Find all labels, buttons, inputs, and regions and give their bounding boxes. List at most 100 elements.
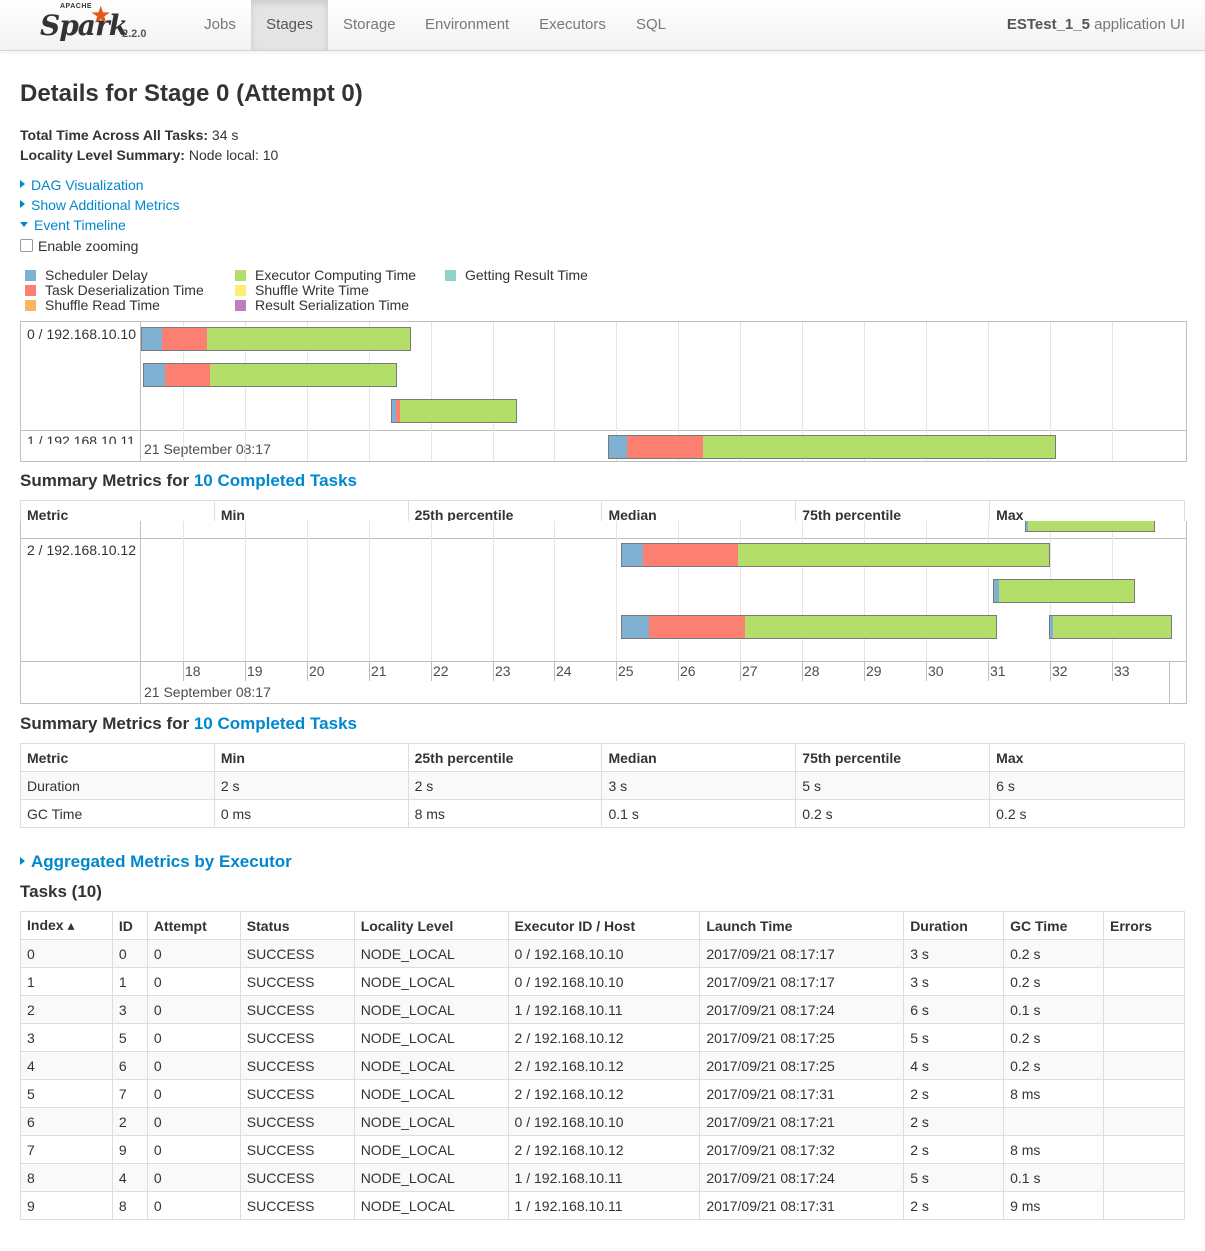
task-phase-segment	[999, 580, 1134, 602]
summary-title-text: Summary Metrics for	[20, 714, 194, 733]
task-cell: 6	[20, 1107, 113, 1136]
col-median[interactable]: Median	[601, 743, 797, 772]
axis-tick-label: 25	[618, 663, 634, 679]
task-cell: 9	[20, 1191, 113, 1220]
task-bar[interactable]	[143, 363, 397, 387]
tab-stages[interactable]: Stages	[251, 0, 328, 50]
task-cell: 0	[146, 995, 241, 1024]
task-bar[interactable]	[141, 327, 411, 351]
table-cell: 0.1 s	[601, 799, 797, 828]
task-phase-segment	[392, 400, 396, 422]
total-time-summary: Total Time Across All Tasks: 34 s	[20, 127, 238, 143]
task-cell: 2017/09/21 08:17:24	[699, 1163, 905, 1192]
col-min[interactable]: Min	[213, 743, 409, 772]
task-phase-segment	[738, 544, 1049, 566]
tab-sql[interactable]: SQL	[636, 16, 667, 33]
axis-tick	[926, 661, 927, 681]
col-75th[interactable]: 75th percentile	[795, 743, 991, 772]
completed-tasks-link[interactable]: 10 Completed Tasks	[193, 471, 357, 490]
tab-executors[interactable]: Executors	[539, 16, 606, 33]
task-row: 2 3 0 SUCCESS NODE_LOCAL 1 / 192.168.10.11 201…	[20, 995, 1185, 1024]
task-phase-segment	[703, 436, 1055, 458]
aggregated-metrics-toggle[interactable]: Aggregated Metrics by Executor	[20, 852, 292, 872]
tab-storage[interactable]: Storage	[343, 16, 396, 33]
legend-label: Shuffle Read Time	[45, 297, 160, 313]
col-locality[interactable]: Locality Level	[353, 911, 509, 940]
dag-visualization-toggle[interactable]: DAG Visualization	[20, 177, 144, 193]
col-index[interactable]: Index ▴	[20, 911, 113, 940]
col-max[interactable]: Max	[989, 743, 1185, 772]
legend-swatch	[445, 270, 456, 281]
task-cell: 2 / 192.168.10.12	[507, 1079, 701, 1108]
task-cell: NODE_LOCAL	[353, 939, 509, 968]
task-bar[interactable]	[608, 435, 1056, 459]
task-bar[interactable]	[621, 615, 997, 639]
completed-tasks-link[interactable]: 10 Completed Tasks	[193, 714, 357, 733]
axis-tick-label: 24	[556, 663, 572, 679]
tasks-table: Index ▴ ID Attempt Status Locality Level…	[20, 911, 1185, 1220]
timeline-gridline	[493, 322, 494, 461]
col-launch-time[interactable]: Launch Time	[699, 911, 905, 940]
legend-swatch	[235, 285, 246, 296]
timeline-gridline	[245, 521, 246, 661]
task-cell: 2 / 192.168.10.12	[507, 1135, 701, 1164]
task-row: 6 2 0 SUCCESS NODE_LOCAL 0 / 192.168.10.10 201…	[20, 1107, 1185, 1136]
task-cell: 9 ms	[1003, 1191, 1104, 1220]
col-errors[interactable]: Errors	[1103, 911, 1185, 940]
col-gc-time[interactable]: GC Time	[1003, 911, 1104, 940]
timeline-gridline	[245, 322, 246, 461]
axis-tick	[245, 661, 246, 681]
axis-tick-label: 31	[990, 663, 1006, 679]
task-bar[interactable]	[391, 399, 517, 423]
col-executor-host[interactable]: Executor ID / Host	[507, 911, 701, 940]
task-cell: 2017/09/21 08:17:24	[699, 995, 905, 1024]
task-cell: 0	[146, 1163, 241, 1192]
dag-label: DAG Visualization	[31, 177, 144, 193]
table-cell: 3 s	[601, 771, 797, 800]
task-cell: SUCCESS	[239, 1051, 355, 1080]
timeline-gridline	[554, 322, 555, 461]
axis-tick-label: 29	[866, 663, 882, 679]
task-cell: 0 / 192.168.10.10	[507, 967, 701, 996]
tab-environment[interactable]: Environment	[425, 16, 510, 33]
col-25th[interactable]: 25th percentile	[407, 743, 603, 772]
col-duration[interactable]: Duration	[903, 911, 1005, 940]
timeline-gridline	[926, 521, 927, 661]
enable-zooming-label[interactable]: Enable zooming	[38, 238, 139, 254]
task-phase-segment	[207, 328, 410, 350]
task-bar[interactable]	[1049, 615, 1172, 639]
col-id[interactable]: ID	[111, 911, 148, 940]
task-phase-segment	[165, 364, 210, 386]
axis-tick-label: 19	[247, 663, 263, 679]
task-bar[interactable]	[621, 543, 1050, 567]
event-timeline-toggle[interactable]: Event Timeline	[20, 217, 126, 233]
col-metric[interactable]: Metric	[20, 743, 215, 772]
axis-tick-label: 21	[371, 663, 387, 679]
axis-tick	[307, 661, 308, 681]
timeline-gridline	[802, 521, 803, 661]
enable-zooming-checkbox[interactable]	[20, 239, 33, 252]
timeline-gridline	[1050, 322, 1051, 461]
timeline-gridline	[864, 322, 865, 461]
task-cell	[1103, 967, 1185, 996]
tab-jobs[interactable]: Jobs	[204, 16, 236, 33]
task-cell: NODE_LOCAL	[353, 1191, 509, 1220]
task-cell: 1	[111, 967, 148, 996]
col-status[interactable]: Status	[239, 911, 355, 940]
axis-tick-label: 33	[1114, 663, 1130, 679]
task-phase-segment	[643, 544, 738, 566]
enable-zooming-row: Enable zooming	[20, 238, 138, 254]
task-phase-segment	[142, 328, 162, 350]
task-cell	[1103, 1191, 1185, 1220]
task-bar[interactable]	[993, 579, 1135, 603]
spark-logo[interactable]: APACHE Spark ★ 2.2.0	[40, 2, 155, 45]
task-phase-segment	[649, 616, 745, 638]
col-attempt[interactable]: Attempt	[146, 911, 241, 940]
task-bar[interactable]	[1025, 521, 1155, 532]
legend-swatch	[25, 270, 36, 281]
timeline-gridline	[678, 521, 679, 661]
additional-metrics-toggle[interactable]: Show Additional Metrics	[20, 197, 180, 213]
collapse-arrow-icon	[20, 221, 28, 227]
task-cell: 3	[111, 995, 148, 1024]
task-phase-segment	[400, 400, 516, 422]
